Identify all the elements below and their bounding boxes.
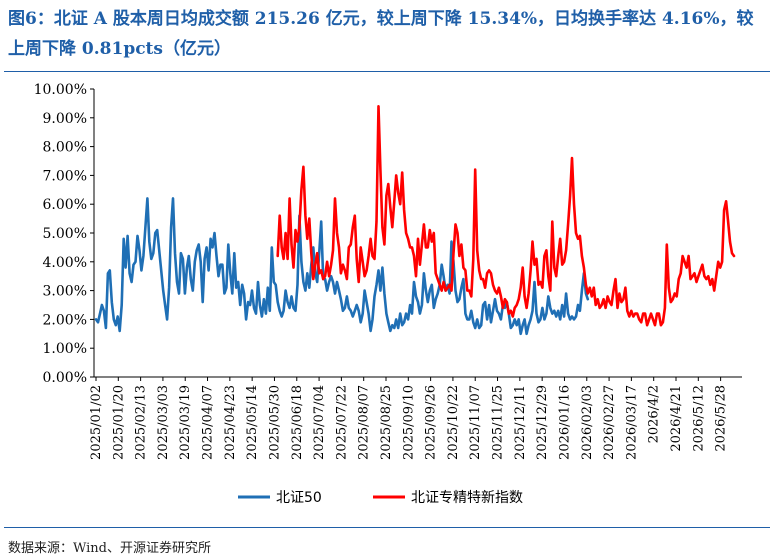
x-tick-label: 2025/03/03 (156, 385, 171, 460)
y-tick-label: 3.00% (43, 284, 87, 300)
series-line-2 (276, 104, 736, 327)
x-tick-label: 2025/09/10 (401, 385, 416, 460)
x-tick-label: 2026/01/16 (557, 385, 572, 460)
x-tick-label: 2026/02/03 (580, 385, 595, 460)
y-tick-label: 9.00% (43, 111, 87, 127)
x-tick-label: 2025/09/26 (424, 385, 439, 460)
x-tick-label: 2025/01/02 (89, 385, 104, 460)
x-tick-label: 2026/02/27 (602, 385, 617, 460)
x-tick-label: 2025/07/04 (312, 385, 327, 460)
x-tick-label: 2025/08/25 (379, 385, 394, 460)
legend-label-2: 北证专精特新指数 (411, 490, 523, 506)
x-tick-label: 2025/08/07 (357, 385, 372, 460)
x-tick-label: 2025/07/22 (334, 385, 349, 460)
x-tick-label: 2025/11/25 (491, 385, 506, 460)
y-tick-label: 8.00% (43, 140, 87, 156)
y-axis: 0.00% 1.00% 2.00% 3.00% 4.00% 5.00% 6.00% 7.00%… (34, 82, 95, 386)
y-tick-label: 10.00% (34, 82, 87, 98)
bottom-divider (4, 527, 770, 528)
x-axis: 2025/01/02 2025/01/20 2025/02/13 2025/03/03… (89, 376, 742, 460)
x-tick-label: 2025/01/20 (111, 385, 126, 460)
x-tick-label: 2026/4/2 (647, 385, 662, 443)
x-tick-label: 2025/12/11 (513, 385, 528, 460)
legend-label-1: 北证50 (276, 490, 322, 506)
x-tick-label: 2025/03/19 (178, 385, 193, 460)
line-chart: 0.00% 1.00% 2.00% 3.00% 4.00% 5.00% 6.00% 7.00%… (34, 82, 742, 506)
x-tick-label: 2025/12/29 (535, 385, 550, 460)
legend: 北证50 北证专精特新指数 (238, 490, 523, 506)
x-tick-label: 2025/11/07 (468, 385, 483, 460)
x-tick-label: 2025/05/30 (267, 385, 282, 460)
chart-title: 图6：北证 A 股本周日均成交额 215.26 亿元，较上周下降 15.34%，… (8, 9, 754, 59)
x-tick-label: 2026/5/12 (691, 385, 706, 452)
x-tick-label: 2025/06/18 (290, 385, 305, 460)
y-tick-label: 6.00% (43, 197, 87, 213)
x-tick-label: 2025/02/13 (134, 385, 149, 460)
x-tick-label: 2025/10/22 (446, 385, 461, 460)
source-note: 数据来源：Wind、开源证券研究所 (8, 541, 211, 556)
series-line-1 (94, 197, 590, 336)
y-tick-label: 5.00% (43, 226, 87, 242)
x-tick-label: 2026/5/28 (714, 385, 729, 452)
series-layer (94, 104, 736, 336)
x-tick-label: 2026/4/21 (669, 385, 684, 452)
y-tick-label: 1.00% (43, 341, 87, 357)
x-tick-label: 2026/03/17 (624, 385, 639, 460)
y-tick-label: 4.00% (43, 255, 87, 271)
y-tick-label: 2.00% (43, 312, 87, 328)
top-divider (4, 71, 770, 72)
x-tick-label: 2025/04/23 (223, 385, 238, 460)
x-tick-label: 2025/05/14 (245, 385, 260, 460)
y-tick-label: 0.00% (43, 370, 87, 386)
x-tick-label: 2025/04/07 (201, 385, 216, 460)
y-tick-label: 7.00% (43, 168, 87, 184)
